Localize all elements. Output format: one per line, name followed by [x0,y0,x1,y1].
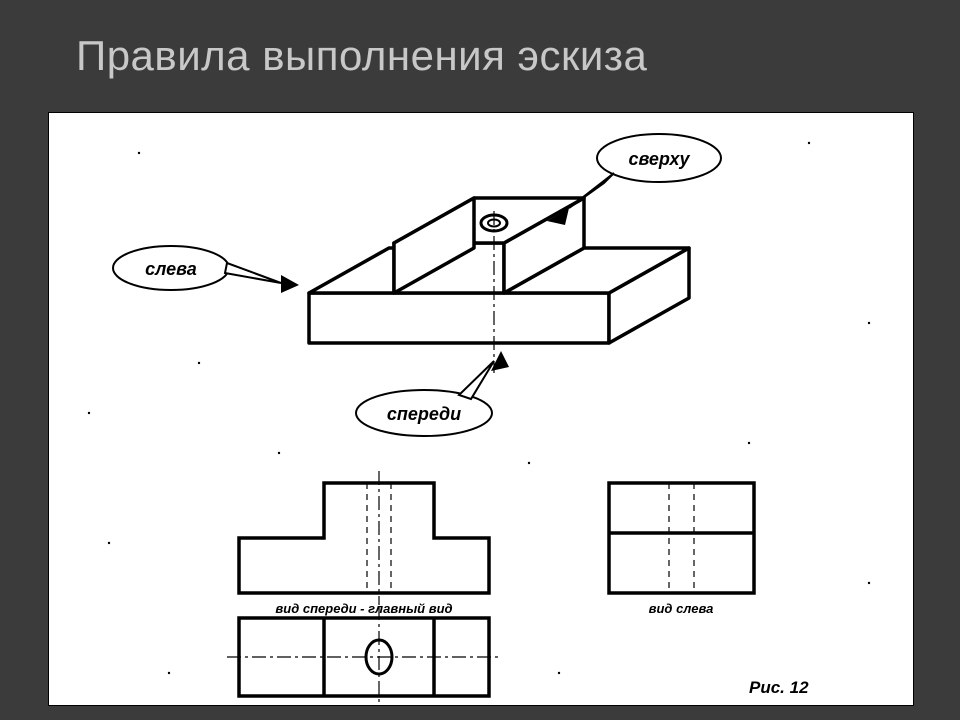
iso-solid [309,198,689,373]
callout-front-text: спереди [387,404,461,424]
view-left: вид слева [609,483,754,616]
callout-left: слева [113,246,299,293]
view-front: вид спереди - главный вид [239,471,489,616]
diagram-area: сверху слева спереди [48,112,914,706]
slide-title: Правила выполнения эскиза [48,16,912,96]
diagram-svg: сверху слева спереди [49,113,913,705]
caption-top: вид сверху [343,704,415,705]
caption-front: вид спереди - главный вид [275,601,452,616]
callout-top-text: сверху [628,149,690,169]
callout-front: спереди [356,351,509,436]
caption-left: вид слева [649,601,714,616]
figure-label: Рис. 12 [749,678,809,697]
slide: Правила выполнения эскиза [48,16,912,704]
view-top: вид сверху [227,606,501,705]
callout-left-text: слева [145,259,197,279]
